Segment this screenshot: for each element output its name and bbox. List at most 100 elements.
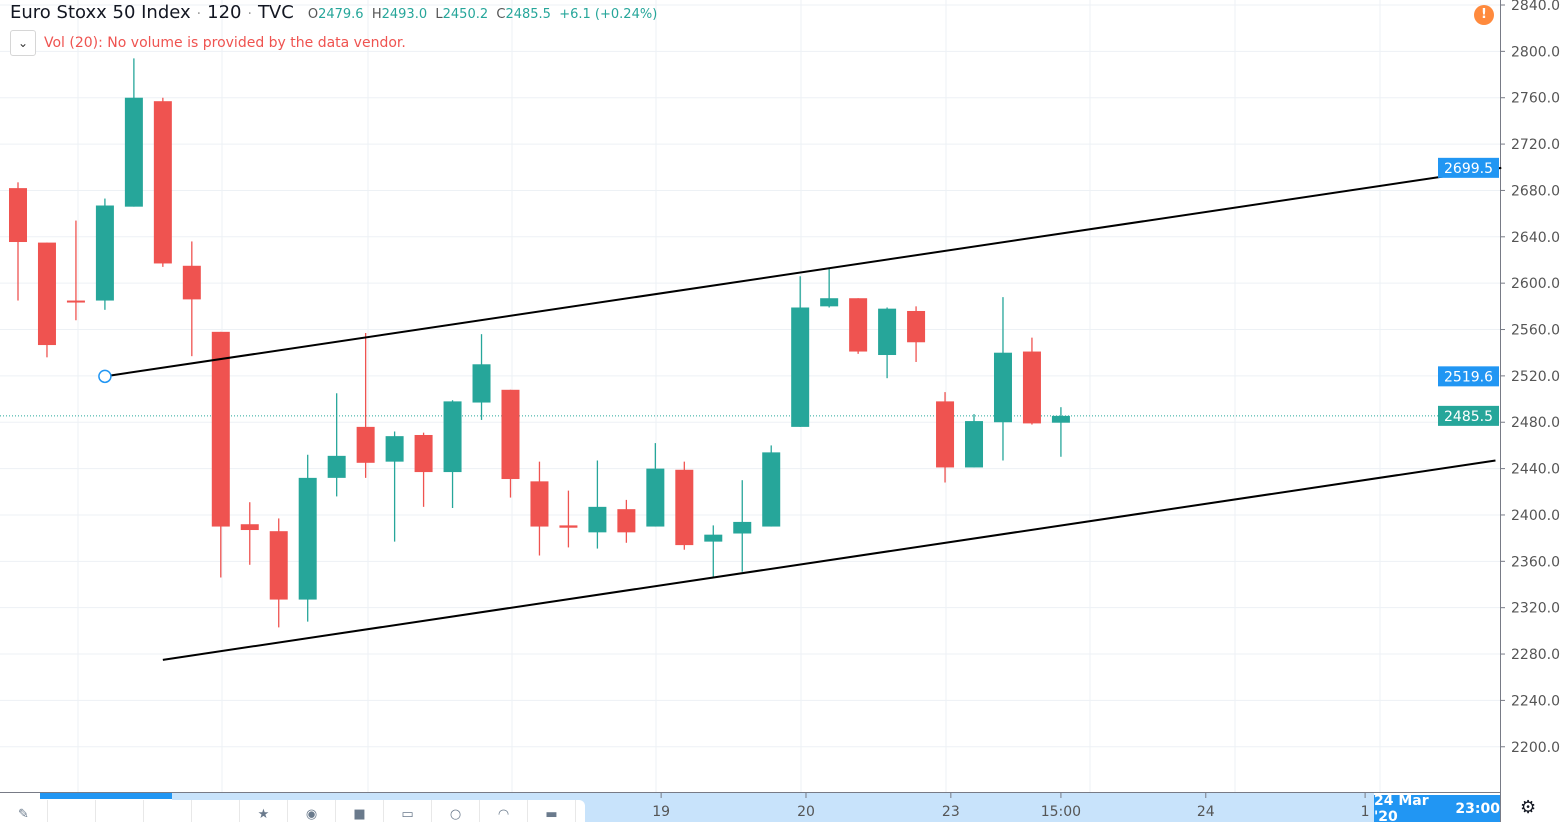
hide-icon[interactable]: ◠ [480,800,528,822]
layers-icon[interactable]: ▭ [384,800,432,822]
pencil-icon[interactable]: ✎ [0,800,48,822]
volume-indicator: ⌄ Vol (20): No volume is provided by the… [10,30,406,56]
price-tick-label: 2360.0 [1511,554,1560,570]
price-badge [1438,366,1499,387]
crosshair-date: 24 Mar '20 [1374,792,1429,825]
price-badge-label: 2485.5 [1444,409,1493,425]
candle-body [820,298,839,307]
candle-body [124,97,143,207]
time-tick-label: 15:00 [1041,804,1081,820]
crosshair-time: 23:00 [1455,800,1500,817]
chart-legend: Euro Stoxx 50 Index · 120 · TVC O2479.6 … [10,2,657,23]
candle-body [472,364,491,403]
price-tick-label: 2600.0 [1511,276,1560,292]
candle-body [182,265,201,300]
time-tick-label: 20 [797,804,815,820]
price-tick-label: 2680.0 [1511,183,1560,199]
trendline-handle [98,369,112,384]
candle-body [37,242,56,346]
time-range-handle [40,792,172,799]
candle-body [211,331,230,527]
candle-body [269,531,288,600]
star-icon[interactable]: ★ [240,800,288,822]
toolbar-slot[interactable] [144,800,192,822]
interval: 120 [207,2,242,23]
price-tick-label: 2560.0 [1511,323,1560,339]
price-tick-label: 2840.0 [1511,0,1560,14]
candle-body [675,469,694,546]
candle-body [66,300,85,303]
toolbar-slot[interactable] [48,800,96,822]
chevron-down-icon[interactable]: ⌄ [10,30,36,56]
candle-body [849,298,868,352]
price-tick-label: 2640.0 [1511,230,1560,246]
price-tick-label: 2240.0 [1511,693,1560,709]
candle-body [385,436,404,462]
candle-body [907,310,926,343]
price-tick-label: 2280.0 [1511,647,1560,663]
toolbar-slot[interactable] [192,800,240,822]
candle-body [733,521,752,534]
price-tick-label: 2800.0 [1511,44,1560,60]
candle-body [1051,415,1070,423]
price-tick-label: 2320.0 [1511,601,1560,617]
drawing-toolbar: ✎ ★ ◉ ■ ▭ ○ ◠ ▬ [0,800,585,822]
separator: · [196,6,202,22]
price-tick-label: 2760.0 [1511,91,1560,107]
ohlc-values: O2479.6 H2493.0 L2450.2 C2485.5 +6.1 (+0… [307,7,658,22]
price-badge [1438,405,1499,426]
candle-body [530,481,549,527]
trendline [104,166,1502,378]
candle-body [762,452,781,527]
candle-body [356,426,375,463]
candle-body [327,455,346,478]
candle-body [240,524,259,531]
candle-body [965,421,984,468]
candle-body [414,434,433,473]
candle-body [791,307,810,427]
candle-body [993,352,1012,423]
price-tick-label: 2720.0 [1511,137,1560,153]
price-tick-label: 2200.0 [1511,740,1560,756]
candle-body [443,401,462,473]
candle-body [298,477,317,600]
candle-body [646,468,665,527]
trendline [162,459,1496,661]
volume-message: Vol (20): No volume is provided by the d… [44,35,406,51]
pin-icon[interactable]: ○ [432,800,480,822]
candle-body [1022,351,1041,424]
price-badge-label: 2519.6 [1444,369,1493,385]
eye-icon[interactable]: ◉ [288,800,336,822]
warning-icon[interactable]: ! [1474,5,1494,25]
separator: · [247,6,252,22]
price-tick-label: 2400.0 [1511,508,1560,524]
time-tick-label: 23 [942,804,960,820]
candle-body [559,525,578,528]
change: +6.1 (+0.24%) [559,7,658,22]
candle-body [704,534,723,542]
price-tick-label: 2440.0 [1511,462,1560,478]
candle-body [95,205,114,301]
price-badge-label: 2699.5 [1444,161,1493,177]
candle-body [153,101,172,264]
time-tick-label: 24 [1197,804,1215,820]
lock-icon[interactable]: ■ [336,800,384,822]
trash-icon[interactable]: ▬ [528,800,576,822]
candle-body [936,401,955,468]
symbol-name[interactable]: Euro Stoxx 50 Index [10,2,191,23]
price-tick-label: 2520.0 [1511,369,1560,385]
candle-body [501,389,520,480]
price-badge [1438,157,1499,178]
candle-body [9,188,27,243]
candle-body [617,509,636,533]
toolbar-slot[interactable] [96,800,144,822]
crosshair-date-badge: 24 Mar '20 23:00 [1374,792,1500,825]
price-tick-label: 2480.0 [1511,415,1560,431]
time-tick-label: 1 [1361,804,1370,820]
candle-body [588,506,607,533]
candle-body [878,308,897,356]
settings-gear-icon[interactable]: ⚙ [1520,797,1537,818]
time-tick-label: 19 [652,804,670,820]
source: TVC [257,2,294,23]
